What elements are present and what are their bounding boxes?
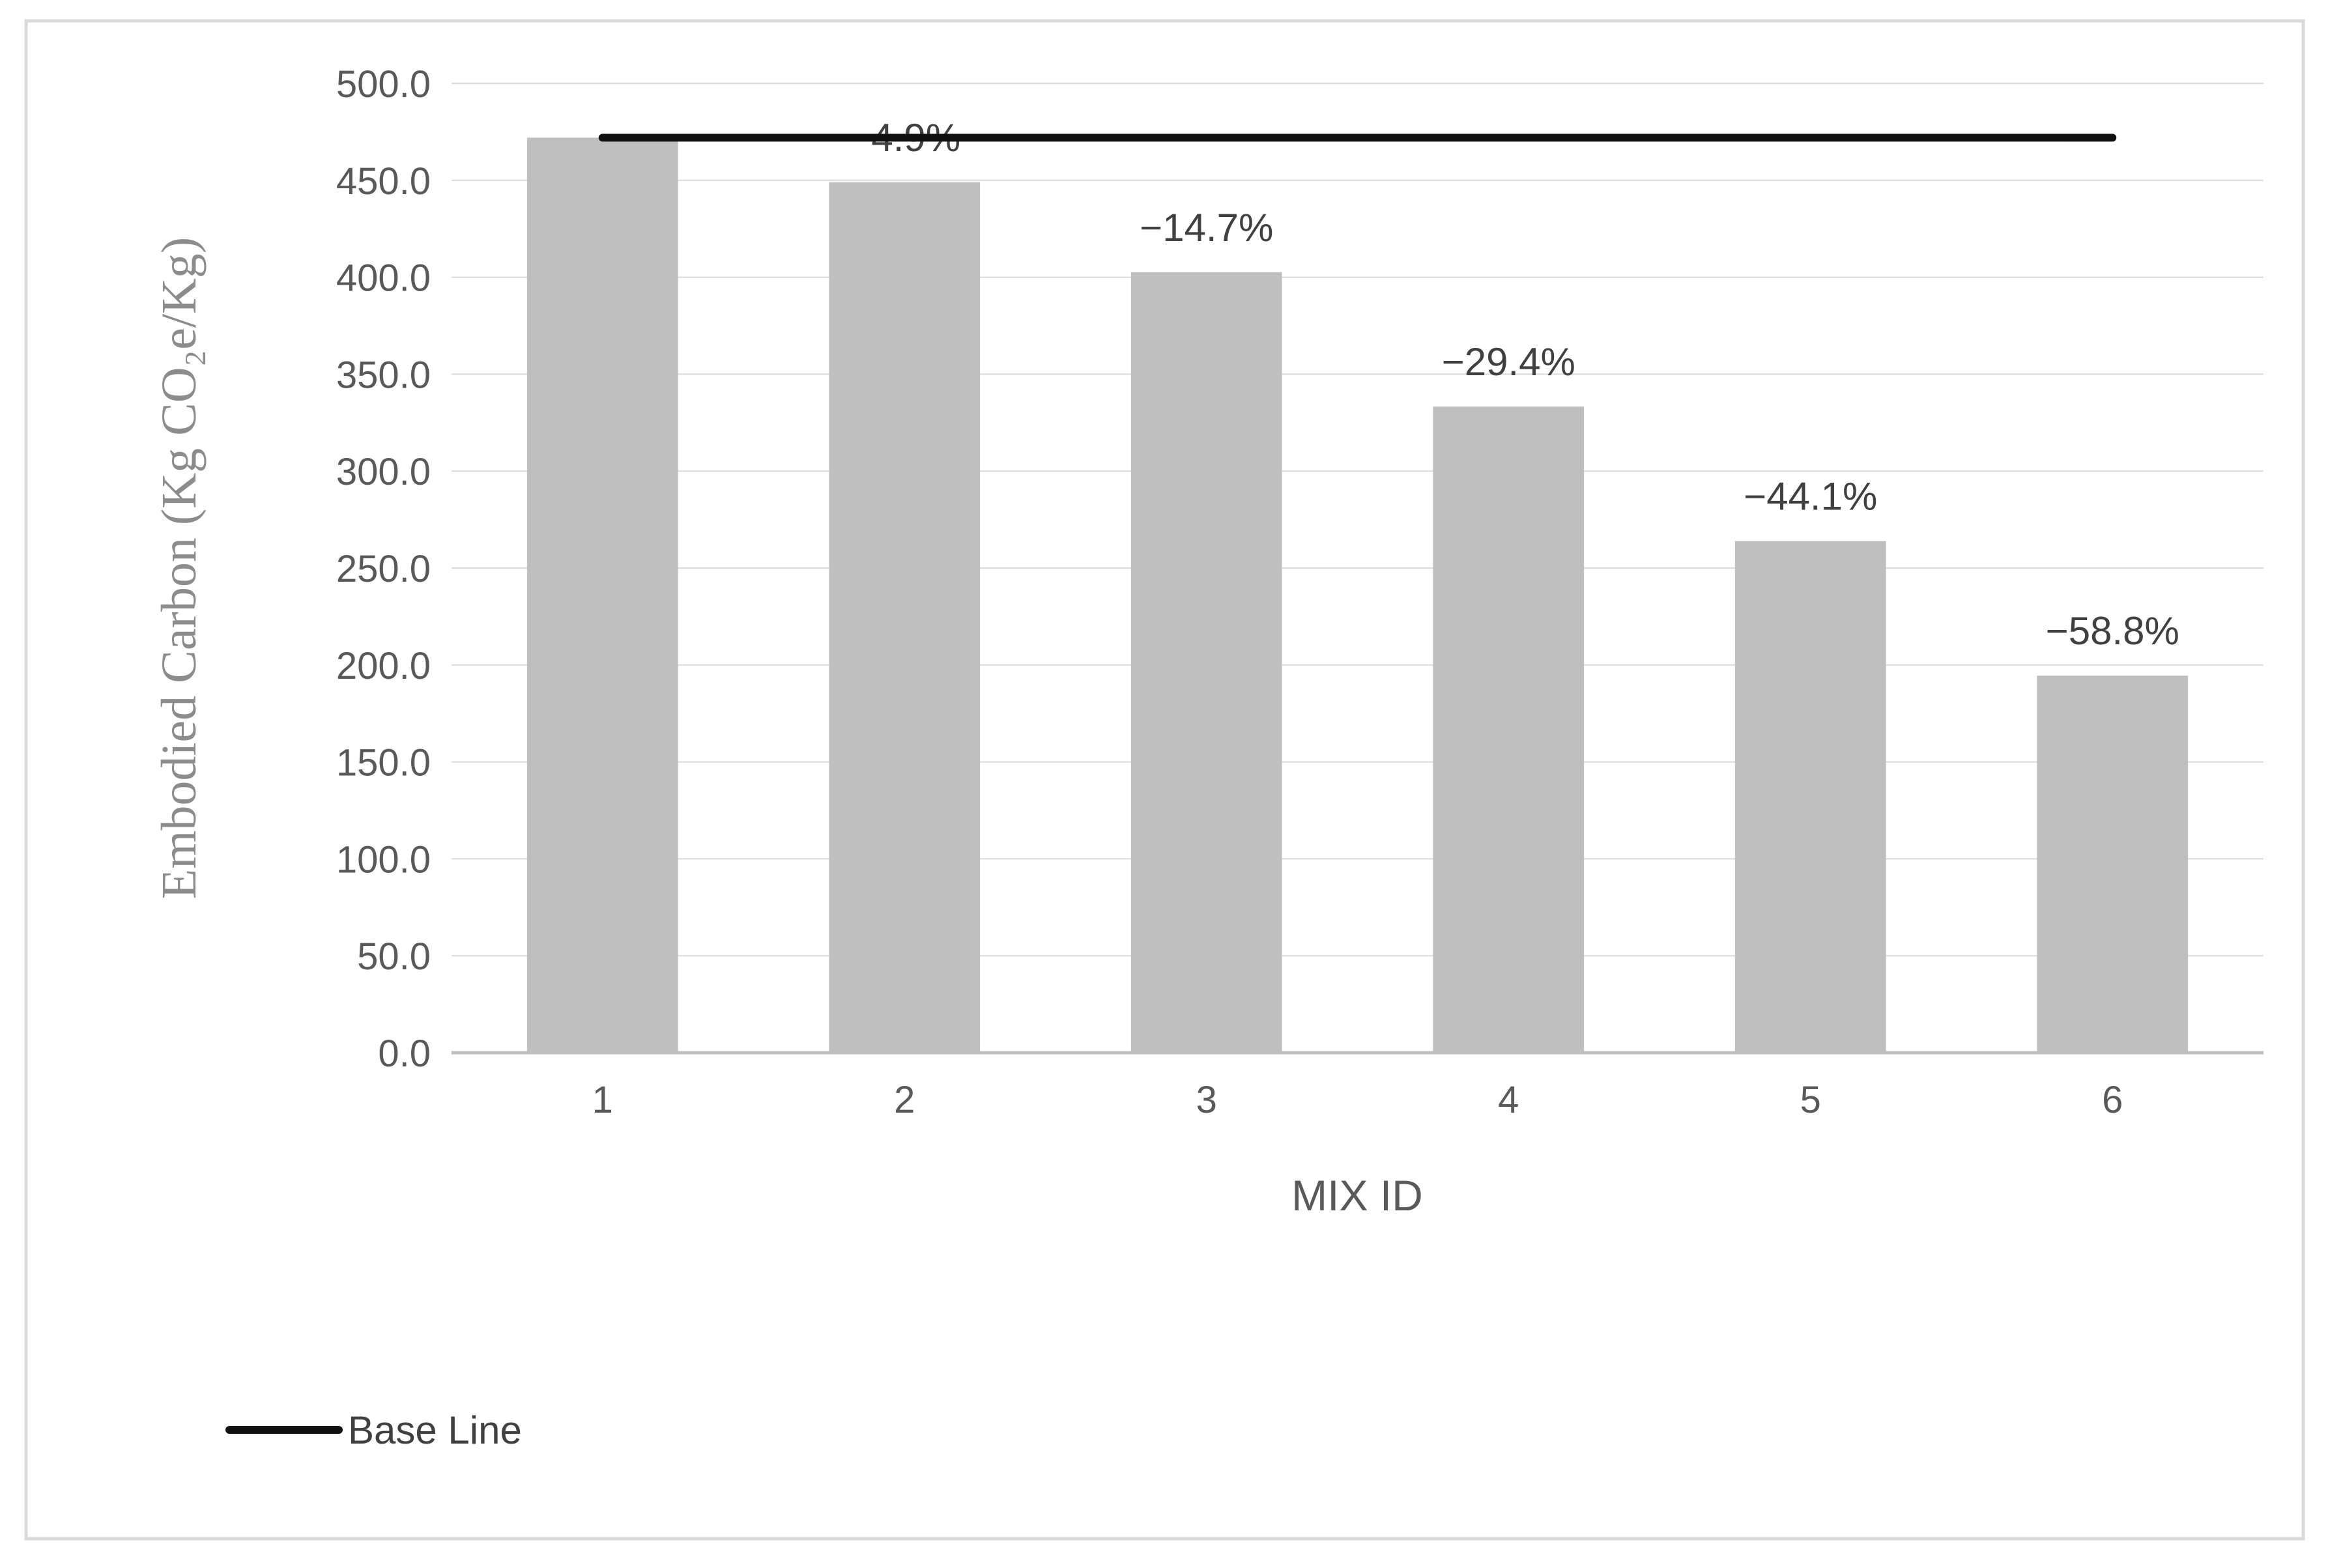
y-tick-label: 200.0 xyxy=(336,645,431,687)
legend-label-base-line: Base Line xyxy=(348,1408,522,1452)
y-tick-label: 250.0 xyxy=(336,548,431,590)
data-label-mix-6: −58.8% xyxy=(2046,609,2179,653)
x-tick-label: 1 xyxy=(592,1079,613,1121)
y-tick-label: 500.0 xyxy=(336,63,431,106)
bar-mix-1 xyxy=(526,137,678,1053)
y-tick-label: 50.0 xyxy=(357,935,431,978)
gridlines xyxy=(452,83,2263,957)
y-tick-label: 350.0 xyxy=(336,354,431,396)
y-tick-labels: 0.0 50.0 100.0 150.0 200.0 250.0 300.0 350.0 400… xyxy=(336,63,431,1075)
bars xyxy=(526,137,2189,1053)
x-tick-label: 6 xyxy=(2102,1079,2123,1121)
legend: Base Line xyxy=(225,1408,522,1452)
data-labels: −4.9%−14.7%−29.4%−44.1%−58.8% xyxy=(848,116,2179,653)
bar-mix-3 xyxy=(1130,272,1282,1053)
x-tick-labels: 1 2 3 4 5 6 xyxy=(592,1079,2123,1121)
y-tick-label: 450.0 xyxy=(336,160,431,203)
bar-mix-2 xyxy=(829,182,981,1053)
x-tick-label: 4 xyxy=(1498,1079,1519,1121)
data-label-mix-4: −29.4% xyxy=(1442,340,1575,384)
data-label-mix-3: −14.7% xyxy=(1140,206,1273,249)
bar-mix-4 xyxy=(1433,406,1585,1053)
x-axis-title: MIX ID xyxy=(1291,1171,1423,1219)
x-tick-label: 3 xyxy=(1196,1079,1217,1121)
y-tick-label: 150.0 xyxy=(336,742,431,784)
y-tick-label: 300.0 xyxy=(336,451,431,493)
data-label-mix-5: −44.1% xyxy=(1744,475,1877,519)
y-tick-label: 400.0 xyxy=(336,257,431,300)
bar-mix-5 xyxy=(1734,541,1886,1053)
bar-mix-6 xyxy=(2037,676,2189,1053)
x-tick-label: 5 xyxy=(1800,1079,1821,1121)
x-tick-label: 2 xyxy=(894,1079,915,1121)
y-axis-title: Embodied Carbon (Kg CO₂e/Kg) xyxy=(152,237,207,899)
y-tick-label: 0.0 xyxy=(378,1033,431,1075)
y-tick-label: 100.0 xyxy=(336,838,431,881)
